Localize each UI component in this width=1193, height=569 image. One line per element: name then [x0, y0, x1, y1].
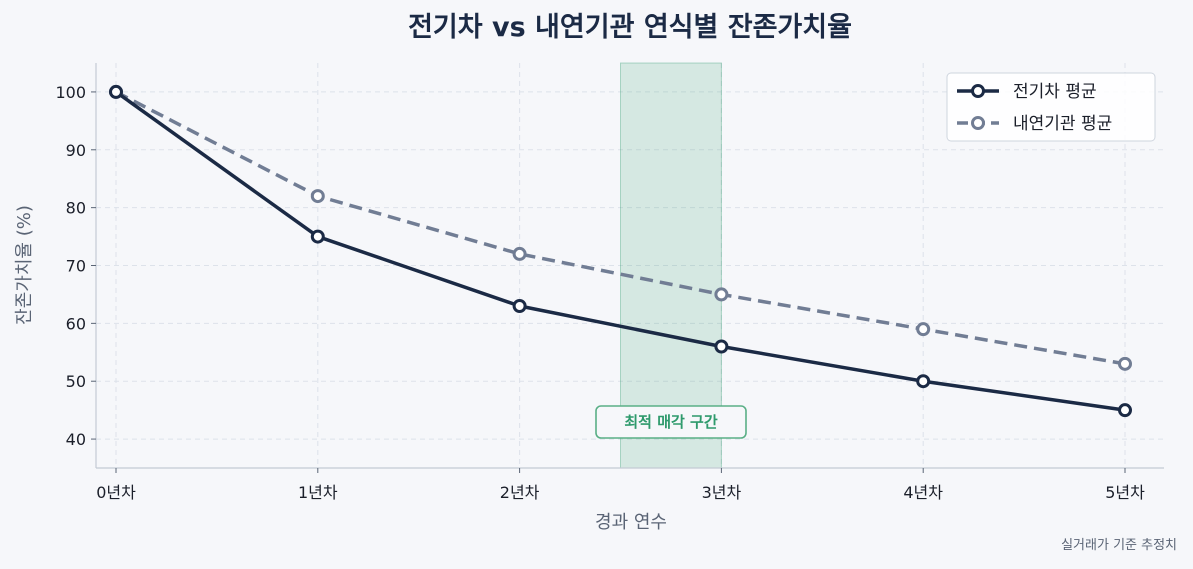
data-point	[714, 287, 729, 302]
annotation-frame	[595, 405, 747, 439]
series-line-0	[114, 90, 1126, 412]
series-0	[109, 84, 1132, 418]
y-tick-label: 60	[66, 314, 86, 333]
legend: 전기차 평균 내연기관 평균	[946, 72, 1156, 142]
data-point	[1118, 356, 1132, 371]
data-point	[310, 189, 325, 204]
chart-title: 전기차 vs 내연기관 연식별 잔존가치율	[408, 12, 852, 43]
x-axis-title: 경과 연수	[595, 512, 667, 533]
legend-label-ice: 내연기관 평균	[1013, 114, 1112, 134]
series-line-1	[115, 90, 1126, 366]
y-tick-label: 100	[55, 83, 86, 102]
footnote: 실거래가 기준 추정치	[1061, 538, 1177, 553]
legend-marker-ice	[971, 116, 985, 130]
y-tick-label: 70	[66, 257, 86, 276]
legend-label-ev: 전기차 평균	[1013, 82, 1097, 102]
y-axis-title: 잔존가치율 (%)	[14, 205, 35, 325]
y-tick-label: 50	[66, 372, 86, 391]
data-point	[916, 374, 931, 389]
annotation-box: 최적 매각 구간	[595, 405, 747, 439]
annotation-label: 최적 매각 구간	[624, 413, 717, 431]
data-point	[310, 229, 325, 244]
grid	[96, 63, 1164, 468]
x-tick-label: 0년차	[96, 483, 136, 502]
x-tick-label: 4년차	[903, 483, 943, 502]
x-tick-label: 3년차	[702, 483, 742, 502]
y-tick-label: 80	[66, 199, 86, 218]
data-point	[512, 246, 527, 261]
legend-marker-ev	[971, 84, 985, 98]
data-point	[109, 84, 123, 99]
data-point	[916, 322, 931, 337]
y-tick-label: 90	[66, 141, 86, 160]
series-layer	[109, 84, 1132, 418]
x-tick-label: 2년차	[500, 483, 540, 502]
data-point	[714, 339, 729, 354]
x-tick-label: 1년차	[298, 483, 338, 502]
data-point	[1118, 403, 1132, 418]
x-tick-label: 5년차	[1105, 483, 1145, 502]
data-point	[512, 299, 527, 313]
axes: 40 50 60 70 80 90 100 0년차 1년차 2년차 3년차 4년차 5년차	[55, 63, 1164, 502]
y-tick-label: 40	[66, 430, 86, 449]
